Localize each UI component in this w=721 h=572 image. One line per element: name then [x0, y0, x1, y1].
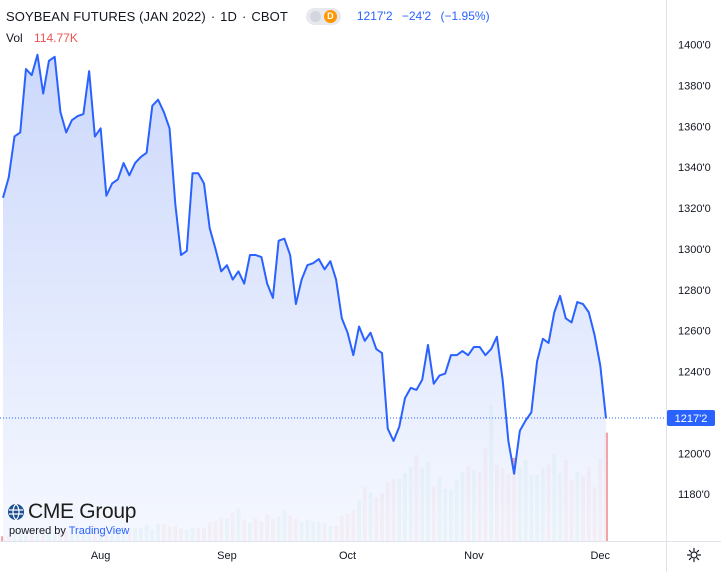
y-tick-label: 1400'0 — [678, 40, 711, 52]
symbol-title: SOYBEAN FUTURES (JAN 2022) — [6, 8, 206, 24]
volume-value: 114.77K — [34, 31, 78, 45]
gear-icon[interactable] — [686, 547, 702, 563]
separator-dot: · — [242, 8, 247, 24]
price-area-fill — [3, 54, 606, 542]
y-tick-label: 1380'0 — [678, 80, 711, 92]
y-tick-label: 1260'0 — [678, 326, 711, 338]
time-scale[interactable]: Aug Sep Oct Nov Dec — [91, 550, 611, 562]
quote-values: 1217'2 −24'2 (−1.95%) — [357, 9, 496, 23]
exchange-label: CBOT — [251, 8, 288, 24]
change-percent-text: (−1.95%) — [440, 9, 490, 23]
powered-by-label: powered by — [9, 525, 66, 537]
volume-bar — [604, 432, 608, 541]
last-price-value: 1217'2 — [675, 413, 708, 425]
circle-icon — [309, 10, 321, 22]
change-text: −24'2 — [401, 9, 432, 23]
last-price-label: 1217'2 — [667, 410, 715, 426]
volume-label: Vol — [6, 31, 23, 45]
y-tick-label: 1340'0 — [678, 162, 711, 174]
globe-icon — [8, 503, 24, 521]
y-tick-label: 1200'0 — [678, 448, 711, 460]
y-tick-label: 1360'0 — [678, 121, 711, 133]
separator-dot: · — [210, 8, 216, 24]
y-tick-label: 1320'0 — [678, 203, 711, 215]
x-tick-label: Nov — [464, 550, 484, 562]
price-scale[interactable]: 1180'0 1200'0 1240'0 1260'0 1280'0 1300'0 1320… — [678, 40, 711, 502]
delayed-badge: D — [323, 9, 337, 23]
volume-legend: Vol 114.77K — [6, 31, 78, 45]
price-line — [2, 53, 607, 475]
y-tick-label: 1180'0 — [678, 489, 710, 501]
cme-logo[interactable]: CME Group powered by TradingView — [7, 500, 136, 537]
chart-header: SOYBEAN FUTURES (JAN 2022) · 1D · CBOT D… — [6, 7, 496, 25]
y-tick-label: 1240'0 — [678, 367, 711, 379]
provider-name: TradingView — [68, 525, 130, 537]
x-tick-label: Sep — [217, 550, 237, 562]
brand-name: CME Group — [28, 500, 137, 523]
x-tick-label: Dec — [590, 550, 610, 562]
interval-label[interactable]: 1D — [220, 8, 237, 24]
x-tick-label: Oct — [339, 550, 356, 562]
x-tick-label: Aug — [91, 550, 111, 562]
last-price-text: 1217'2 — [356, 9, 393, 23]
y-tick-label: 1280'0 — [678, 285, 711, 297]
symbol-toggle[interactable]: D — [305, 7, 341, 25]
y-tick-label: 1300'0 — [678, 244, 711, 256]
